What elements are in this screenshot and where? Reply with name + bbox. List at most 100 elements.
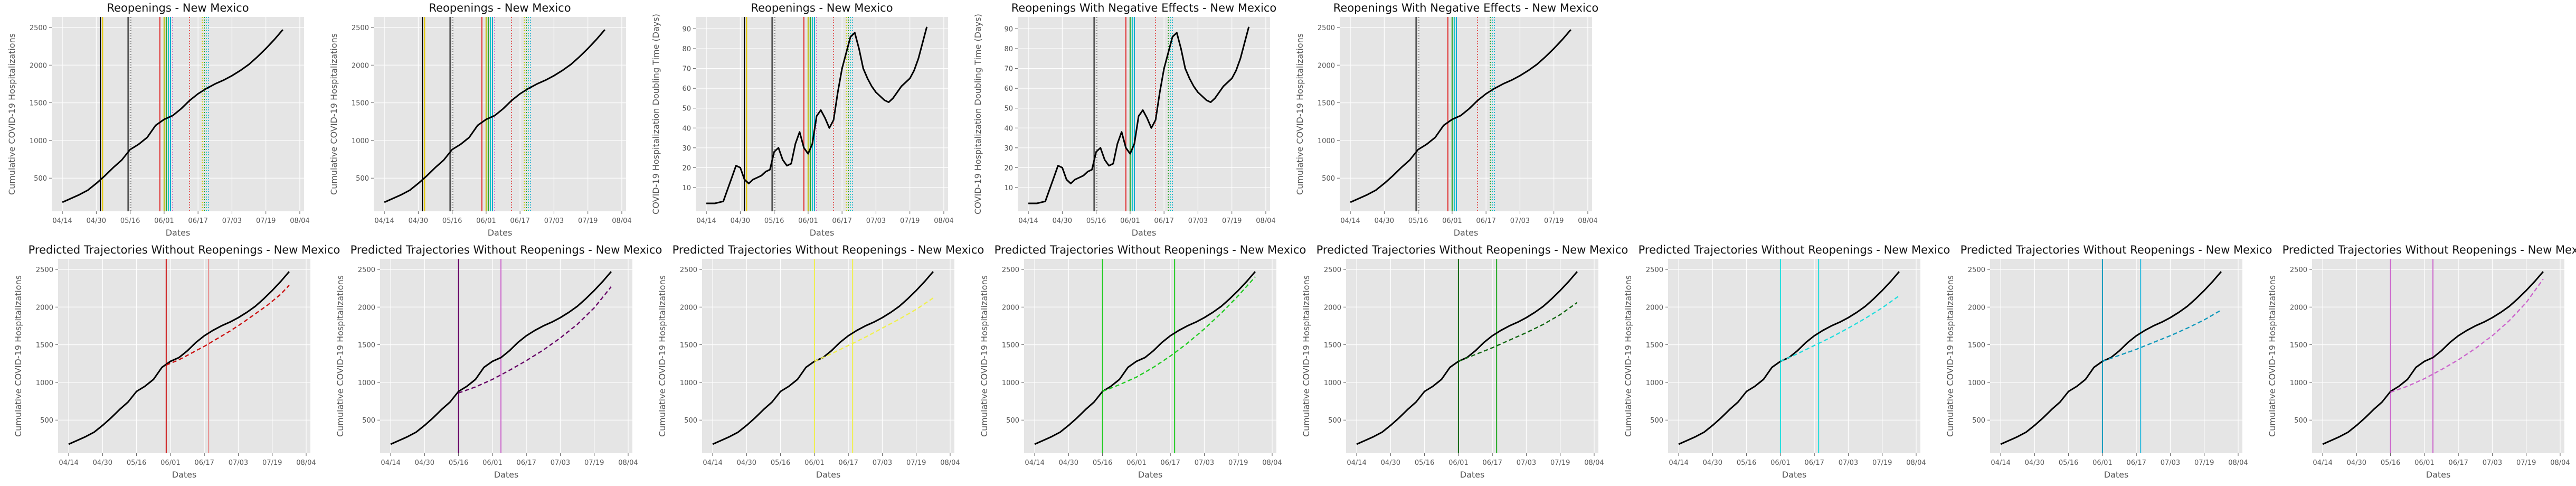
y-axis-label: Cumulative COVID-19 Hospitalizations (657, 275, 667, 437)
y-tick-label: 2000 (2290, 304, 2307, 312)
x-tick-label: 06/17 (832, 217, 851, 225)
predicted-series-line (814, 297, 934, 362)
x-tick-label: 06/17 (188, 217, 207, 225)
x-axis-label: Dates (1132, 228, 1157, 238)
chart-title: Reopenings - New Mexico (751, 2, 893, 14)
x-tick-label: 07/19 (262, 459, 282, 467)
y-tick-label: 1000 (36, 379, 53, 387)
y-axis-label: Cumulative COVID-19 Hospitalizations (7, 33, 17, 195)
x-tick-label: 06/01 (476, 217, 496, 225)
chart-panel: 04/14 04/30 05/16 06/01 06/17 07/03 07/19 08/04… (2267, 244, 2576, 480)
observed-series-line (2000, 271, 2222, 445)
chart-panel: 04/14 04/30 05/16 06/01 06/17 07/03 07/19 08/04… (651, 2, 954, 238)
y-tick-label: 70 (1004, 66, 1013, 73)
y-tick-label: 1500 (36, 342, 53, 350)
x-tick-label: 06/17 (1154, 217, 1173, 225)
x-axis-label: Dates (810, 228, 835, 238)
x-tick-label: 07/03 (1839, 459, 1858, 467)
x-axis-label: Dates (1138, 470, 1163, 480)
x-tick-label: 08/04 (934, 217, 953, 225)
y-tick-label: 2000 (1318, 62, 1335, 70)
x-axis-label: Dates (166, 228, 191, 238)
y-tick-label: 90 (1004, 26, 1013, 34)
y-tick-label: 500 (1972, 417, 1985, 425)
x-tick-label: 08/04 (1584, 459, 1604, 467)
x-tick-label: 06/01 (1448, 459, 1468, 467)
chart-title: Predicted Trajectories Without Reopening… (673, 244, 984, 256)
chart-panel: 04/14 04/30 05/16 06/01 06/17 07/03 07/19 08/04… (335, 244, 662, 480)
x-tick-label: 07/03 (873, 459, 892, 467)
x-tick-label: 07/19 (1228, 459, 1248, 467)
x-tick-label: 07/19 (906, 459, 926, 467)
y-tick-label: 2000 (1646, 304, 1663, 312)
x-tick-label: 04/14 (703, 459, 722, 467)
predicted-series-line (458, 286, 612, 394)
chart-title: Predicted Trajectories Without Reopening… (351, 244, 662, 256)
x-axis-label: Dates (1782, 470, 1807, 480)
y-tick-label: 500 (1006, 417, 1019, 425)
y-tick-label: 1500 (1318, 100, 1335, 108)
x-tick-label: 05/16 (2381, 459, 2400, 467)
x-tick-label: 04/30 (1053, 217, 1072, 225)
chart-panel: 04/14 04/30 05/16 06/01 06/17 07/03 07/19 08/04… (979, 244, 1306, 480)
x-tick-label: 07/19 (1544, 217, 1564, 225)
x-tick-label: 07/19 (1872, 459, 1892, 467)
x-tick-label: 07/19 (1222, 217, 1242, 225)
x-tick-label: 06/01 (2414, 459, 2434, 467)
chart-title: Reopenings With Negative Effects - New M… (1011, 2, 1276, 14)
y-tick-label: 2000 (36, 304, 53, 312)
x-tick-label: 05/16 (120, 217, 140, 225)
chart-title: Predicted Trajectories Without Reopening… (1961, 244, 2272, 256)
x-tick-label: 05/16 (449, 459, 468, 467)
x-tick-label: 07/03 (1510, 217, 1530, 225)
x-tick-label: 06/01 (1770, 459, 1790, 467)
x-tick-label: 04/14 (59, 459, 78, 467)
y-tick-label: 1500 (2290, 342, 2307, 350)
y-tick-label: 2500 (358, 266, 375, 274)
x-tick-label: 04/30 (1375, 217, 1394, 225)
x-tick-label: 07/19 (1550, 459, 1570, 467)
y-tick-label: 30 (1004, 145, 1013, 153)
x-tick-label: 06/17 (838, 459, 858, 467)
x-tick-label: 06/17 (510, 217, 529, 225)
y-axis-label: Cumulative COVID-19 Hospitalizations (2267, 275, 2277, 437)
y-tick-label: 1500 (1324, 342, 1341, 350)
predicted-series-line (1102, 276, 1256, 392)
x-tick-label: 04/30 (1381, 459, 1400, 467)
x-tick-label: 07/03 (866, 217, 886, 225)
y-axis-label: Cumulative COVID-19 Hospitalizations (1301, 275, 1311, 437)
y-tick-label: 2500 (680, 266, 697, 274)
plot-area (52, 17, 304, 211)
x-tick-label: 07/03 (1195, 459, 1214, 467)
x-tick-label: 07/03 (222, 217, 242, 225)
x-tick-label: 06/01 (1120, 217, 1140, 225)
x-tick-label: 07/19 (2516, 459, 2536, 467)
observed-series-line (706, 26, 928, 204)
y-tick-label: 1500 (30, 100, 47, 108)
observed-series-line (390, 271, 612, 445)
x-tick-label: 05/16 (1415, 459, 1434, 467)
y-axis-label: Cumulative COVID-19 Hospitalizations (1623, 275, 1633, 437)
y-tick-label: 2000 (1324, 304, 1341, 312)
x-tick-label: 07/03 (2483, 459, 2502, 467)
x-tick-label: 06/17 (516, 459, 536, 467)
x-tick-label: 05/16 (127, 459, 146, 467)
observed-series-line (62, 29, 283, 203)
x-axis-label: Dates (2104, 470, 2129, 480)
y-axis-label: Cumulative COVID-19 Hospitalizations (1945, 275, 1955, 437)
y-tick-label: 500 (1322, 175, 1335, 183)
x-tick-label: 05/16 (2059, 459, 2078, 467)
y-tick-label: 2500 (1968, 266, 1985, 274)
x-tick-label: 08/04 (1578, 217, 1597, 225)
y-tick-label: 500 (1650, 417, 1663, 425)
x-tick-label: 07/19 (578, 217, 598, 225)
x-tick-label: 04/14 (374, 217, 394, 225)
predicted-series-line (1458, 302, 1578, 362)
plot-area (380, 259, 632, 453)
plot-area (1024, 259, 1276, 453)
x-tick-label: 07/19 (256, 217, 276, 225)
x-tick-label: 06/01 (804, 459, 824, 467)
x-tick-label: 07/19 (584, 459, 604, 467)
chart-title: Reopenings With Negative Effects - New M… (1333, 2, 1598, 14)
y-tick-label: 50 (682, 105, 691, 113)
